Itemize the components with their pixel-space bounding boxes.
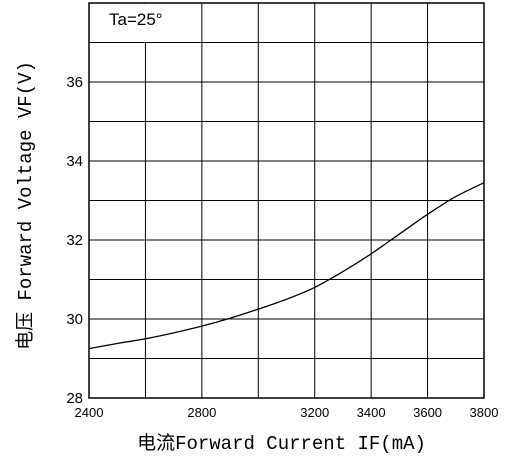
annotation-box: Ta=25° bbox=[90, 4, 174, 42]
series-line-0 bbox=[88, 182, 485, 350]
x-tick-labels: 2400 2800 3200 3400 3600 3800 bbox=[75, 405, 499, 420]
plot-frame bbox=[88, 2, 485, 399]
series-layer bbox=[88, 182, 485, 350]
y-tick-labels: 28 30 32 34 36 bbox=[66, 74, 83, 407]
x-tick-label: 3600 bbox=[413, 405, 442, 420]
y-tick-label: 32 bbox=[66, 232, 83, 249]
x-tick-label: 3400 bbox=[357, 405, 386, 420]
annotation-text: Ta=25° bbox=[109, 10, 163, 29]
y-tick-label: 28 bbox=[66, 390, 83, 407]
x-tick-label: 2400 bbox=[75, 405, 104, 420]
x-axis-label: 电流Forward Current IF(mA) bbox=[137, 432, 426, 455]
y-tick-label: 34 bbox=[66, 153, 83, 170]
grid bbox=[89, 3, 484, 398]
x-tick-label: 3800 bbox=[470, 405, 499, 420]
y-tick-label: 36 bbox=[66, 74, 83, 91]
x-tick-label: 3200 bbox=[300, 405, 329, 420]
x-tick-label: 2800 bbox=[187, 405, 216, 420]
y-tick-label: 30 bbox=[66, 311, 83, 328]
y-axis-label: 电压 Forward Voltage VF(V) bbox=[14, 61, 37, 350]
